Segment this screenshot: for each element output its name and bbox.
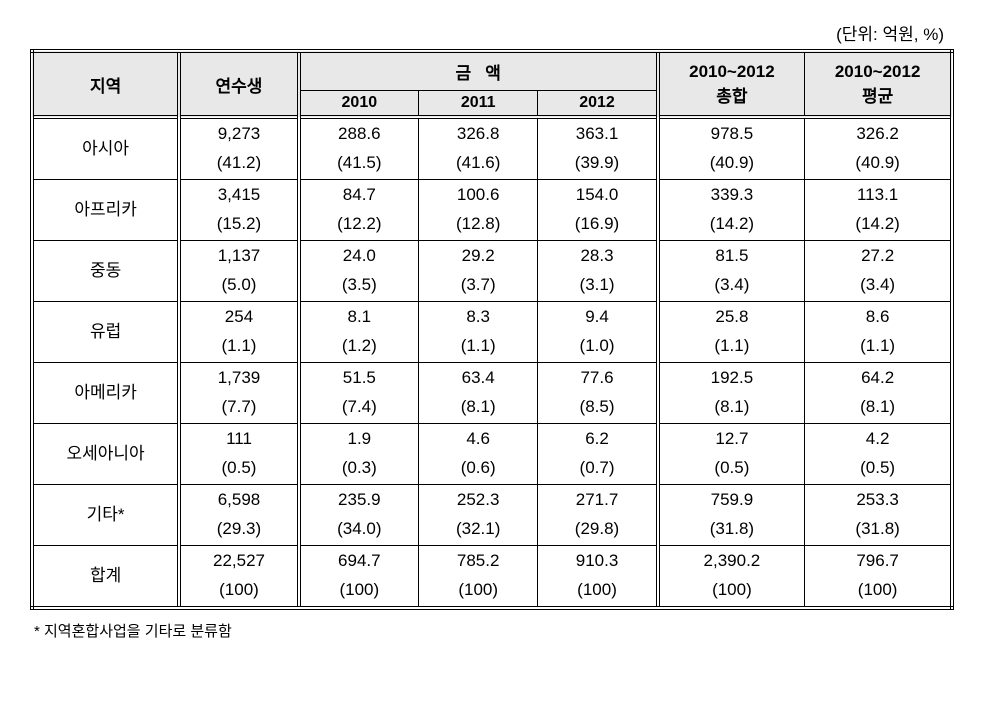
header-trainee: 연수생 xyxy=(179,51,299,117)
region-cell: 오세아니아 xyxy=(32,424,179,485)
table-cell: 910.3(100) xyxy=(538,546,658,609)
region-cell: 기타* xyxy=(32,485,179,546)
region-cell: 유럽 xyxy=(32,302,179,363)
table-cell: 1,137(5.0) xyxy=(179,241,299,302)
header-region: 지역 xyxy=(32,51,179,117)
table-cell: 12.7(0.5) xyxy=(658,424,805,485)
table-cell: 154.0(16.9) xyxy=(538,180,658,241)
table-cell: 25.8(1.1) xyxy=(658,302,805,363)
table-cell: 8.6(1.1) xyxy=(805,302,952,363)
region-cell: 아메리카 xyxy=(32,363,179,424)
header-total: 2010~2012총합 xyxy=(658,51,805,117)
table-cell: 8.1(1.2) xyxy=(299,302,419,363)
table-cell: 9.4(1.0) xyxy=(538,302,658,363)
table-cell: 113.1(14.2) xyxy=(805,180,952,241)
table-cell: 271.7(29.8) xyxy=(538,485,658,546)
table-cell: 253.3(31.8) xyxy=(805,485,952,546)
table-cell: 363.1(39.9) xyxy=(538,117,658,180)
table-cell: 111(0.5) xyxy=(179,424,299,485)
table-cell: 29.2(3.7) xyxy=(418,241,538,302)
table-cell: 4.6(0.6) xyxy=(418,424,538,485)
table-cell: 326.8(41.6) xyxy=(418,117,538,180)
table-cell: 4.2(0.5) xyxy=(805,424,952,485)
data-table: 지역 연수생 금 액 2010~2012총합 2010~2012평균 2010 … xyxy=(30,49,954,610)
table-cell: 796.7(100) xyxy=(805,546,952,609)
table-body: 아시아9,273(41.2)288.6(41.5)326.8(41.6)363.… xyxy=(32,117,952,608)
table-cell: 694.7(100) xyxy=(299,546,419,609)
table-cell: 77.6(8.5) xyxy=(538,363,658,424)
table-cell: 100.6(12.8) xyxy=(418,180,538,241)
region-cell: 합계 xyxy=(32,546,179,609)
header-y2012: 2012 xyxy=(538,91,658,118)
table-cell: 252.3(32.1) xyxy=(418,485,538,546)
table-cell: 254(1.1) xyxy=(179,302,299,363)
table-cell: 27.2(3.4) xyxy=(805,241,952,302)
table-cell: 24.0(3.5) xyxy=(299,241,419,302)
table-cell: 64.2(8.1) xyxy=(805,363,952,424)
table-cell: 1.9(0.3) xyxy=(299,424,419,485)
header-avg: 2010~2012평균 xyxy=(805,51,952,117)
table-cell: 9,273(41.2) xyxy=(179,117,299,180)
region-cell: 중동 xyxy=(32,241,179,302)
unit-label: (단위: 억원, %) xyxy=(30,20,954,45)
header-y2010: 2010 xyxy=(299,91,419,118)
region-cell: 아프리카 xyxy=(32,180,179,241)
header-y2011: 2011 xyxy=(418,91,538,118)
table-cell: 28.3(3.1) xyxy=(538,241,658,302)
table-cell: 978.5(40.9) xyxy=(658,117,805,180)
table-cell: 785.2(100) xyxy=(418,546,538,609)
table-cell: 22,527(100) xyxy=(179,546,299,609)
table-cell: 1,739(7.7) xyxy=(179,363,299,424)
region-cell: 아시아 xyxy=(32,117,179,180)
footnote: * 지역혼합사업을 기타로 분류함 xyxy=(30,620,954,641)
table-cell: 192.5(8.1) xyxy=(658,363,805,424)
table-cell: 759.9(31.8) xyxy=(658,485,805,546)
header-amount-group: 금 액 xyxy=(299,51,658,91)
table-cell: 6.2(0.7) xyxy=(538,424,658,485)
table-cell: 84.7(12.2) xyxy=(299,180,419,241)
table-cell: 288.6(41.5) xyxy=(299,117,419,180)
table-cell: 235.9(34.0) xyxy=(299,485,419,546)
table-cell: 339.3(14.2) xyxy=(658,180,805,241)
table-cell: 63.4(8.1) xyxy=(418,363,538,424)
table-cell: 2,390.2(100) xyxy=(658,546,805,609)
table-cell: 81.5(3.4) xyxy=(658,241,805,302)
table-cell: 3,415(15.2) xyxy=(179,180,299,241)
table-cell: 8.3(1.1) xyxy=(418,302,538,363)
table-cell: 6,598(29.3) xyxy=(179,485,299,546)
table-cell: 51.5(7.4) xyxy=(299,363,419,424)
table-cell: 326.2(40.9) xyxy=(805,117,952,180)
